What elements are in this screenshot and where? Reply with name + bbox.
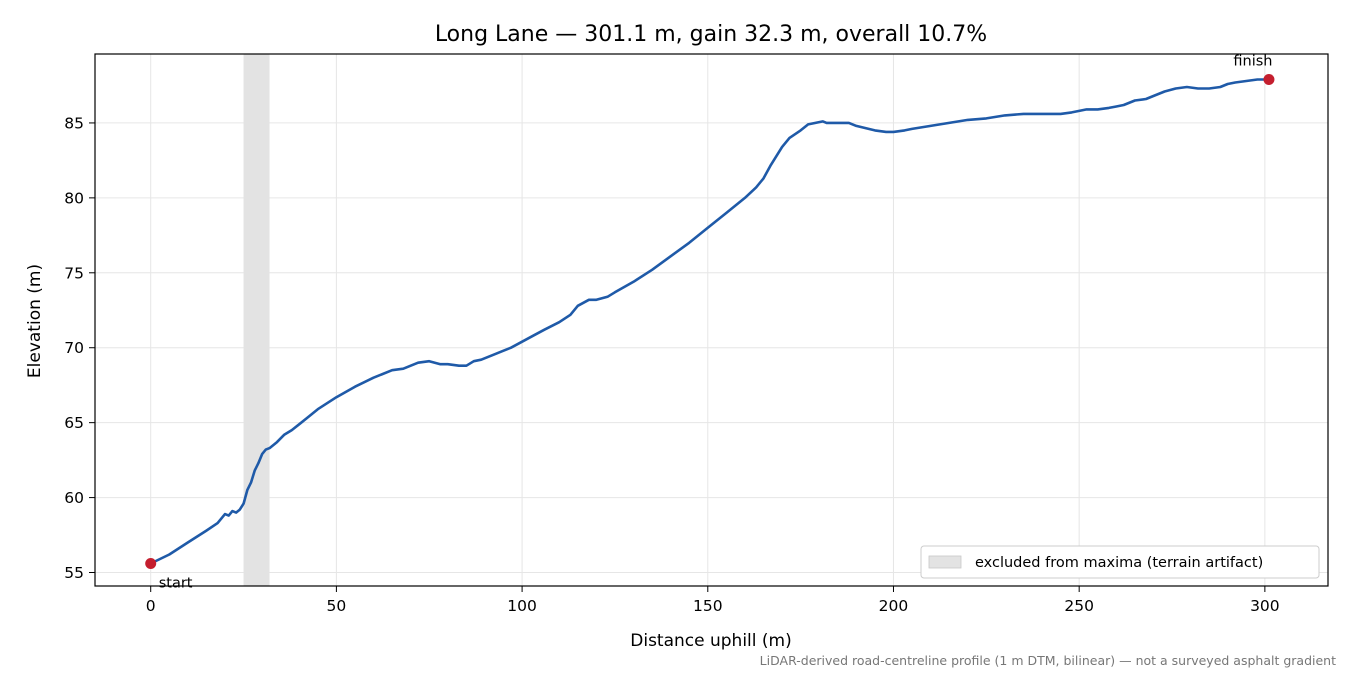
chart-title: Long Lane — 301.1 m, gain 32.3 m, overal… bbox=[435, 22, 987, 47]
x-tick-label: 150 bbox=[693, 597, 723, 615]
y-tick-label: 75 bbox=[64, 264, 84, 282]
x-axis-label: Distance uphill (m) bbox=[630, 631, 791, 651]
x-tick-label: 0 bbox=[146, 597, 156, 615]
legend-box bbox=[920, 545, 1320, 579]
legend-label: excluded from maxima (terrain artifact) bbox=[975, 555, 1263, 571]
y-tick-label: 65 bbox=[64, 414, 84, 432]
legend: excluded from maxima (terrain artifact) bbox=[920, 545, 1320, 579]
excluded-band bbox=[243, 54, 270, 586]
x-tick-label: 200 bbox=[879, 597, 909, 615]
footnote: LiDAR-derived road-centreline profile (1… bbox=[760, 653, 1336, 668]
finish-marker bbox=[1263, 73, 1275, 85]
x-tick-label: 100 bbox=[507, 597, 537, 615]
plot-area: start finish 0 50 100 150 200 250 300 55 60 65 70 75 8… bbox=[64, 53, 1329, 615]
y-tick-label: 85 bbox=[64, 114, 84, 132]
elevation-line bbox=[150, 78, 1269, 565]
x-tick-label: 250 bbox=[1064, 597, 1094, 615]
y-axis-label: Elevation (m) bbox=[25, 264, 45, 378]
legend-band-swatch bbox=[928, 555, 962, 569]
finish-label: finish bbox=[1233, 53, 1272, 69]
axes-frame bbox=[94, 53, 1329, 587]
x-tick-label: 50 bbox=[327, 597, 347, 615]
x-tick-label: 300 bbox=[1250, 597, 1280, 615]
y-tick-label: 55 bbox=[64, 564, 84, 582]
y-tick-label: 70 bbox=[64, 339, 84, 357]
y-tick-label: 80 bbox=[64, 189, 84, 207]
start-marker bbox=[145, 558, 157, 570]
start-label: start bbox=[159, 576, 193, 592]
y-tick-label: 60 bbox=[64, 489, 84, 507]
